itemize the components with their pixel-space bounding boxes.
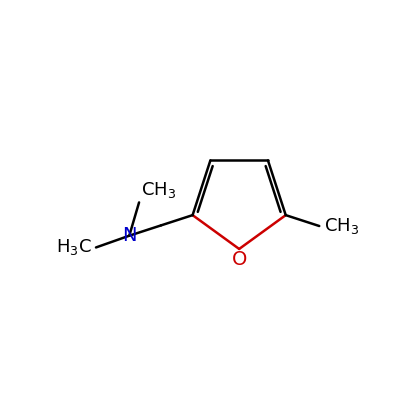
Text: N: N — [122, 226, 136, 245]
Text: CH$_3$: CH$_3$ — [324, 216, 359, 236]
Text: O: O — [232, 250, 247, 269]
Text: CH$_3$: CH$_3$ — [141, 180, 176, 200]
Text: H$_3$C: H$_3$C — [56, 238, 92, 258]
